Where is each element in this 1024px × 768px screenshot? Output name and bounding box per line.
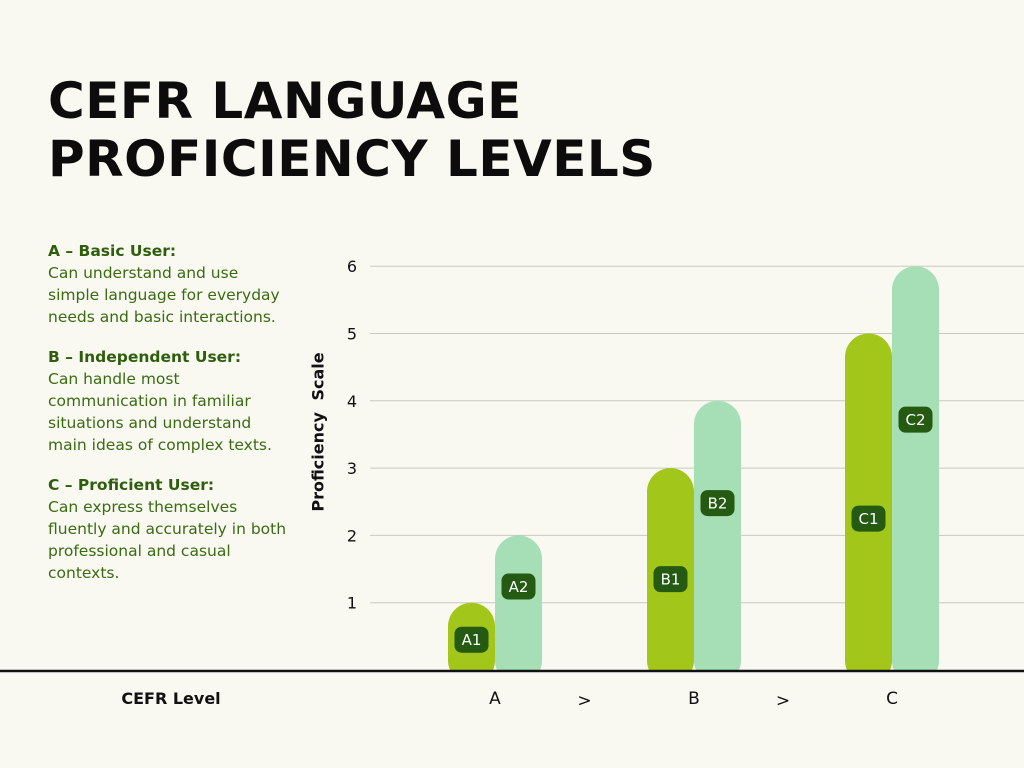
y-tick-label-1: 1	[347, 594, 357, 613]
description-c-text: Can express themselves fluently and accu…	[48, 498, 287, 582]
title-line-2: PROFICIENCY LEVELS	[48, 130, 656, 188]
bar-a2	[495, 535, 542, 684]
bar-label-c2: C2	[905, 411, 925, 429]
level-descriptions: A – Basic User: Can understand and use s…	[48, 240, 288, 602]
description-b: B – Independent User: Can handle most co…	[48, 346, 288, 456]
bar-label-a2: A2	[509, 578, 529, 596]
description-a: A – Basic User: Can understand and use s…	[48, 240, 288, 328]
y-tick-label-5: 5	[347, 325, 357, 344]
bar-label-c1: C1	[858, 510, 878, 528]
page-title: CEFR LANGUAGE PROFICIENCY LEVELS	[48, 72, 768, 188]
description-c-heading: C – Proficient User:	[48, 476, 215, 494]
bar-label-badge-c1	[851, 505, 886, 532]
y-tick-label-2: 2	[347, 526, 357, 545]
description-a-text: Can understand and use simple language f…	[48, 264, 280, 326]
description-a-heading: A – Basic User:	[48, 242, 177, 260]
y-tick-label-4: 4	[347, 392, 357, 411]
bar-label-a1: A1	[462, 631, 482, 649]
x-tick-label-a: A	[489, 689, 501, 709]
bar-label-badge-a2	[501, 573, 536, 600]
bar-label-b2: B2	[708, 495, 728, 513]
x-tick-label-c: C	[886, 689, 898, 709]
bar-label-badge-b2	[700, 490, 735, 517]
bar-label-badge-a1	[454, 626, 489, 653]
description-b-heading: B – Independent User:	[48, 348, 242, 366]
category-separator: >	[577, 691, 591, 711]
y-tick-label-6: 6	[347, 257, 357, 276]
description-b-text: Can handle most communication in familia…	[48, 370, 272, 454]
category-separator: >	[776, 691, 790, 711]
x-tick-label-b: B	[688, 689, 700, 709]
bar-label-b1: B1	[661, 571, 681, 589]
y-tick-label-3: 3	[347, 459, 357, 478]
x-axis-label: CEFR Level	[121, 689, 220, 708]
x-axis-band	[0, 670, 1024, 768]
description-c: C – Proficient User: Can express themsel…	[48, 474, 288, 584]
title-line-1: CEFR LANGUAGE	[48, 72, 522, 130]
bar-b2	[694, 400, 741, 684]
bar-c2	[892, 266, 939, 684]
bar-label-badge-c2	[898, 406, 933, 433]
bar-label-badge-b1	[653, 566, 688, 593]
